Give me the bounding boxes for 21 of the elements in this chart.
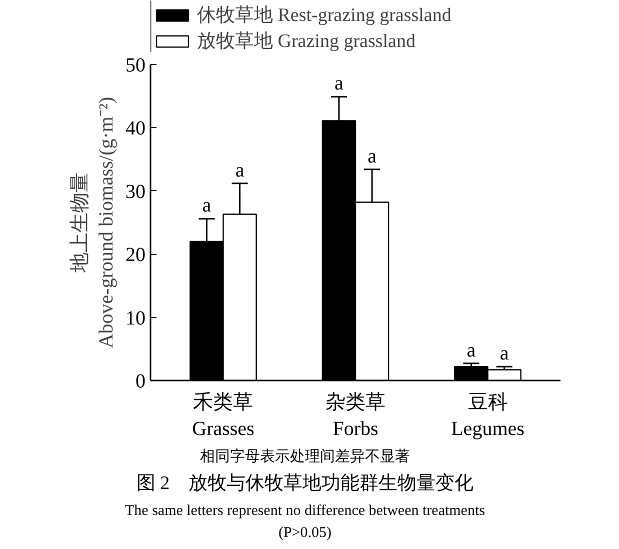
- y-tick-label: 20: [126, 244, 146, 266]
- legend-label: 休牧草地 Rest-grazing grassland: [197, 4, 452, 28]
- data-label: a: [500, 342, 509, 365]
- y-tick-label: 40: [126, 118, 146, 140]
- data-label: a: [334, 72, 344, 95]
- text: 相同字母表示处理间差异不显著: [199, 447, 411, 467]
- y-tick-label: 50: [126, 54, 146, 76]
- x-tick-label: 豆科 Legumes: [451, 392, 525, 440]
- y-tick-label: 30: [126, 180, 146, 203]
- y-tick-label: 0: [136, 370, 146, 392]
- data-label: a: [235, 159, 244, 182]
- x-tick-label: 禾类草 Grasses: [192, 392, 255, 440]
- y-axis-title: 地上生物量 Above-ground biomass/(g·m⁻²): [69, 96, 118, 348]
- text: The same letters represent no difference between treatments (P>0.05): [124, 502, 486, 544]
- y-tick-label: 10: [126, 307, 146, 330]
- x-tick-label: 杂类草 Forbs: [326, 392, 386, 440]
- data-label: a: [368, 145, 377, 168]
- data-label: a: [466, 339, 476, 362]
- legend-label: 放牧草地 Grazing grassland: [197, 30, 416, 54]
- data-label: a: [202, 194, 212, 217]
- text: 图 2 放牧与休牧草地功能群生物量变化: [135, 472, 475, 496]
